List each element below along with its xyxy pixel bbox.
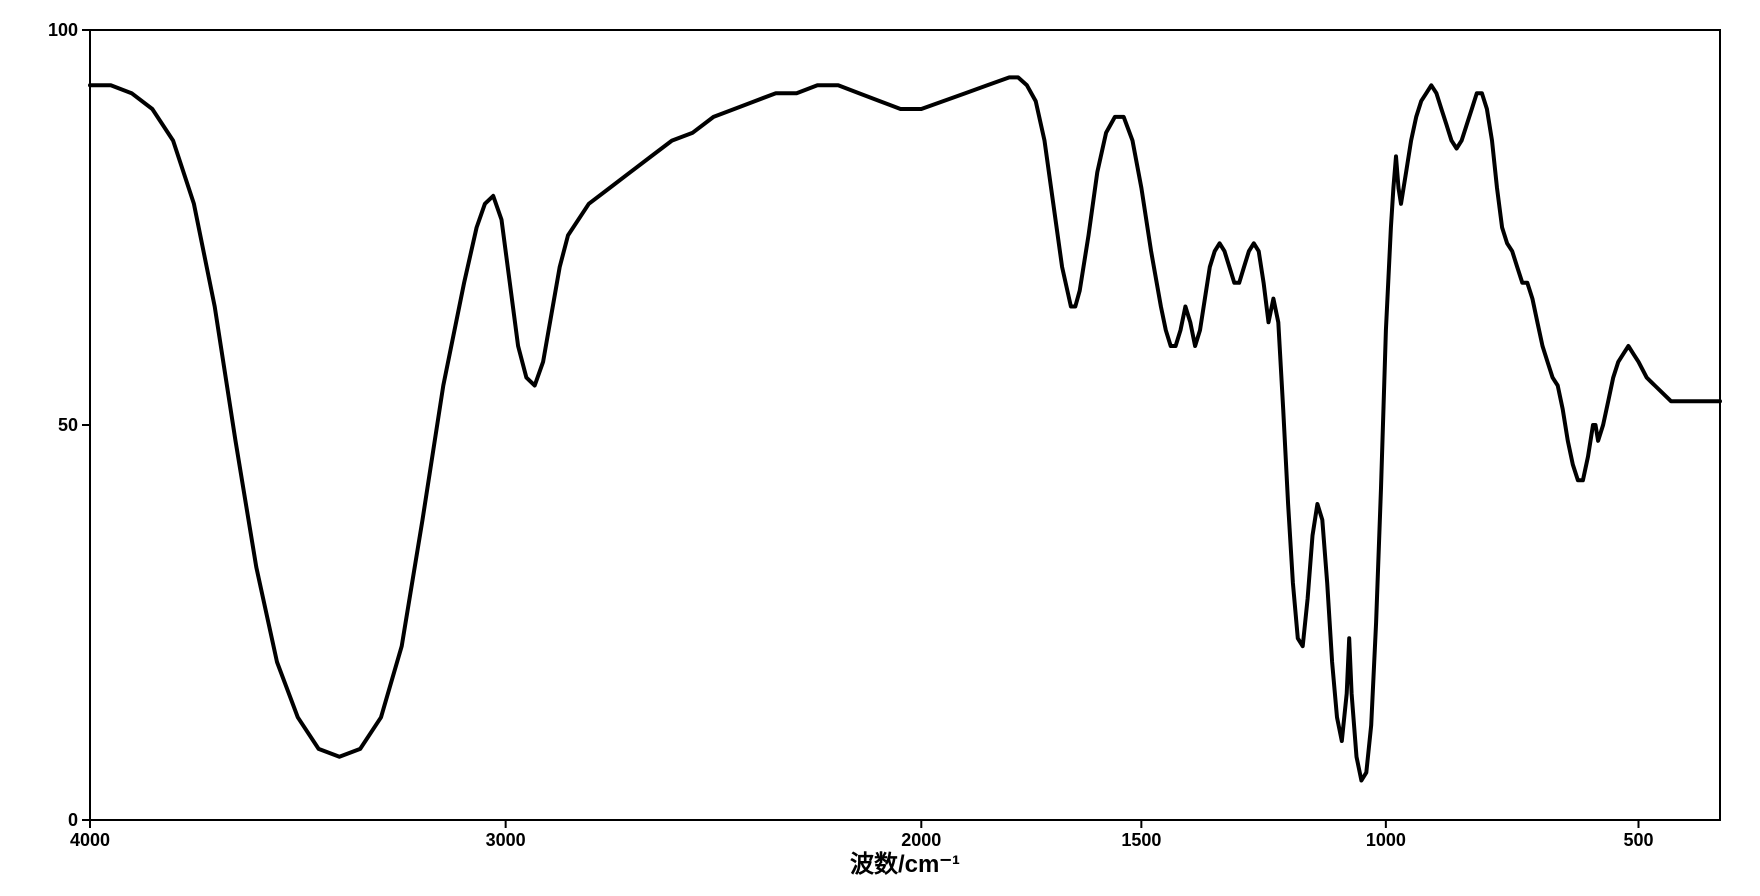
plot-border	[90, 30, 1720, 820]
x-tick-label: 1000	[1366, 830, 1406, 850]
y-tick-label: 0	[68, 810, 78, 830]
spectrum-line	[90, 77, 1720, 780]
x-tick-label: 1500	[1121, 830, 1161, 850]
y-tick-label: 100	[48, 20, 78, 40]
x-tick-label: 4000	[70, 830, 110, 850]
x-tick-label: 2000	[901, 830, 941, 850]
y-tick-label: 50	[58, 415, 78, 435]
spectrum-svg: 0 50 100 4000 3000 2000 1500 1000 500 波数/cm⁻¹	[20, 20, 1740, 876]
x-tick-label: 500	[1623, 830, 1653, 850]
x-tick-label: 3000	[486, 830, 526, 850]
ir-spectrum-chart: 0 50 100 4000 3000 2000 1500 1000 500 波数/cm⁻¹	[20, 20, 1740, 876]
x-axis-label: 波数/cm⁻¹	[850, 851, 960, 876]
